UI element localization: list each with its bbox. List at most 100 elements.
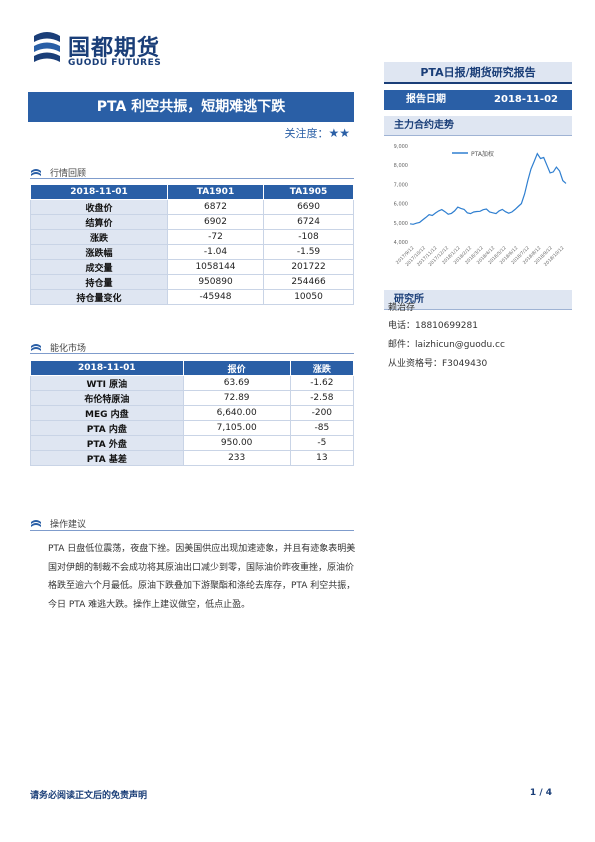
analyst-email[interactable]: 邮件：laizhicun@guodu.cc (388, 340, 505, 350)
y-tick-label: 4,000 (394, 240, 408, 246)
cell-value: 63.69 (182, 375, 291, 391)
analyst-license: 从业资格号：F3049430 (388, 359, 488, 369)
row-label: 涨跌 (30, 229, 168, 245)
table-row: 成交量 1058144 201722 (30, 259, 354, 275)
table-row: 涨跌 -72 -108 (30, 229, 354, 245)
legend-label: PTA加权 (471, 150, 494, 158)
row-label: 布伦特原油 (30, 390, 184, 406)
main-contract-chart: 9,000 8,000 7,000 6,000 5,000 4,000 2017/9/12… (384, 136, 572, 284)
cell-value: 254466 (263, 274, 354, 290)
header-date: 2018-11-01 (30, 184, 168, 200)
page-number: 1 / 4 (529, 788, 552, 798)
section-advice: 操作建议 (30, 517, 86, 530)
brand-name-cn: 国都期货 (68, 36, 161, 61)
cell-value: -85 (289, 420, 355, 436)
header-ta1905: TA1905 (263, 184, 354, 200)
cell-value: 950890 (166, 274, 265, 290)
section-divider (30, 530, 354, 531)
section-divider (30, 353, 354, 354)
table-header-row: 2018-11-01 报价 涨跌 (30, 360, 355, 376)
cell-value: 6872 (166, 199, 265, 215)
disclaimer-note: 请务必阅读正文后的免责声明 (30, 791, 148, 801)
row-label: 持仓量 (30, 274, 168, 290)
table-row: WTI 原油 63.69 -1.62 (30, 375, 355, 391)
row-label: 结算价 (30, 214, 168, 230)
cell-value: 6902 (166, 214, 265, 230)
cell-value: -1.59 (263, 244, 354, 260)
cell-value: -1.62 (289, 375, 355, 391)
row-label: 涨跌幅 (30, 244, 168, 260)
row-label: 持仓量变化 (30, 289, 168, 305)
cell-value: -45948 (166, 289, 265, 305)
cell-value: 13 (289, 450, 355, 466)
market-review-heading: 行情回顾 (50, 169, 87, 179)
cell-value: 6,640.00 (182, 405, 291, 421)
page-footer: 请务必阅读正文后的免责声明 1 / 4 (30, 788, 552, 801)
market-review-table: 2018-11-01 TA1901 TA1905 收盘价 6872 6690 结算价… (30, 184, 354, 305)
company-logo: 国都期货 GUODU FUTURES (30, 28, 180, 72)
header-date: 2018-11-01 (30, 360, 184, 376)
table-row: 持仓量变化 -45948 10050 (30, 289, 354, 305)
row-label: MEG 内盘 (30, 405, 184, 421)
energy-market-table: 2018-11-01 报价 涨跌 WTI 原油 63.69 -1.62 布伦特原油 7… (30, 360, 355, 466)
section-market-review: 行情回顾 (30, 166, 86, 179)
y-tick-label: 5,000 (394, 221, 408, 227)
row-label: PTA 外盘 (30, 435, 184, 451)
institute-heading: 研究所 (384, 290, 572, 310)
energy-market-heading: 能化市场 (50, 344, 87, 354)
report-type-label: PTA日报/期货研究报告 (384, 62, 572, 84)
cell-value: 72.89 (182, 390, 291, 406)
cell-value: -72 (166, 229, 265, 245)
table-row: MEG 内盘 6,640.00 -200 (30, 405, 355, 421)
globe-logo-icon (34, 32, 60, 62)
cell-value: -2.58 (289, 390, 355, 406)
swirl-icon (31, 519, 41, 527)
row-label: 成交量 (30, 259, 168, 275)
report-date-bar: 报告日期 2018-11-02 (384, 90, 572, 110)
table-row: 收盘价 6872 6690 (30, 199, 354, 215)
table-row: PTA 内盘 7,105.00 -85 (30, 420, 355, 436)
analyst-phone: 电话：18810699281 (388, 321, 478, 331)
row-label: PTA 内盘 (30, 420, 184, 436)
header-quote: 报价 (182, 360, 291, 376)
table-row: 涨跌幅 -1.04 -1.59 (30, 244, 354, 260)
y-tick-label: 7,000 (394, 182, 408, 188)
table-row: PTA 外盘 950.00 -5 (30, 435, 355, 451)
brand-name-en: GUODU FUTURES (68, 58, 162, 68)
cell-value: 950.00 (182, 435, 291, 451)
cell-value: 6724 (263, 214, 354, 230)
star-rating-icon: ★★ (328, 126, 350, 140)
section-divider (30, 178, 354, 179)
cell-value: 201722 (263, 259, 354, 275)
cell-value: -200 (289, 405, 355, 421)
table-row: 布伦特原油 72.89 -2.58 (30, 390, 355, 406)
chart-heading: 主力合约走势 (384, 116, 572, 136)
report-title: PTA 利空共振，短期难逃下跌 (28, 92, 354, 122)
attention-label: 关注度： (284, 127, 329, 140)
cell-value: 7,105.00 (182, 420, 291, 436)
cell-value: 233 (182, 450, 291, 466)
y-tick-label: 6,000 (394, 202, 408, 208)
header-ta1901: TA1901 (166, 184, 265, 200)
row-label: 收盘价 (30, 199, 168, 215)
y-tick-label: 8,000 (394, 163, 408, 169)
row-label: WTI 原油 (30, 375, 184, 391)
cell-value: -5 (289, 435, 355, 451)
series-line-pta (409, 152, 567, 225)
advice-heading: 操作建议 (50, 520, 87, 530)
report-date-label: 报告日期 (406, 94, 446, 105)
report-date-value: 2018-11-02 (494, 94, 558, 105)
attention-rating: 关注度：★★ (220, 125, 350, 141)
cell-value: 1058144 (166, 259, 265, 275)
table-header-row: 2018-11-01 TA1901 TA1905 (30, 184, 354, 200)
cell-value: 6690 (263, 199, 354, 215)
swirl-icon (31, 168, 41, 176)
analyst-name: 赖治存 (388, 303, 416, 313)
cell-value: -1.04 (166, 244, 265, 260)
advice-paragraph: PTA 日盘低位震荡，夜盘下挫。因美国供应出现加速迹象，并且有迹象表明美国对伊朗… (48, 544, 356, 610)
table-row: PTA 基差 233 13 (30, 450, 355, 466)
header-change: 涨跌 (289, 360, 355, 376)
table-row: 结算价 6902 6724 (30, 214, 354, 230)
row-label: PTA 基差 (30, 450, 184, 466)
